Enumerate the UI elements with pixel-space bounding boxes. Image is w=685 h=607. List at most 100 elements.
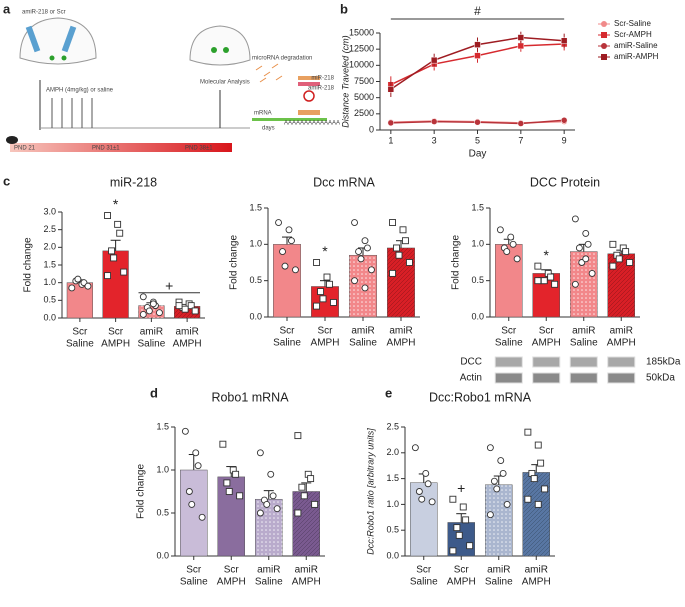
y-tick-label: 1.5 — [43, 259, 56, 269]
x-tick-label: AMPH — [173, 339, 202, 350]
data-point — [609, 262, 617, 270]
data-point — [292, 266, 299, 274]
data-point — [575, 244, 583, 252]
data-point — [395, 251, 403, 259]
chart-title: Robo1 mRNA — [211, 390, 289, 404]
x-tick-label: Saline — [485, 577, 513, 588]
y-tick-label: 1.5 — [471, 202, 484, 212]
data-point — [582, 229, 590, 237]
y-axis-label: Dcc:Robo1 ratio [arbitrary units] — [365, 428, 375, 555]
diagram-text: AMPH (4mg/kg) or saline — [46, 88, 114, 94]
data-point — [139, 293, 147, 301]
data-point — [453, 524, 461, 532]
y-tick-label: 15000 — [349, 27, 374, 37]
y-tick-label: 0.0 — [156, 550, 169, 560]
data-point — [571, 215, 579, 223]
bar — [273, 244, 301, 318]
data-point — [104, 212, 111, 219]
data-point — [534, 441, 542, 449]
bar — [102, 250, 129, 319]
legend-label: Scr-AMPH — [614, 30, 652, 39]
data-point — [430, 118, 438, 125]
chart-title: miR-218 — [110, 175, 157, 189]
blot-band — [494, 372, 523, 384]
x-tick-label: Saline — [66, 339, 94, 350]
data-point — [493, 485, 501, 493]
y-tick-label: 1.0 — [43, 277, 56, 287]
data-point — [588, 269, 596, 277]
y-tick-label: 10000 — [349, 60, 374, 70]
data-point — [560, 117, 568, 124]
data-point — [330, 299, 337, 306]
data-point — [428, 498, 436, 506]
blot-band — [494, 356, 523, 368]
annotation: + — [165, 278, 173, 294]
y-tick-label: 0.0 — [471, 311, 484, 321]
data-point — [114, 220, 122, 228]
data-point — [175, 302, 183, 310]
x-axis-label: Day — [469, 149, 487, 160]
y-tick-label: 12500 — [349, 44, 374, 54]
x-tick-label: Scr — [72, 327, 88, 338]
data-point — [490, 477, 498, 485]
data-point — [104, 272, 111, 280]
data-point — [194, 462, 202, 470]
data-point — [399, 226, 407, 234]
x-tick-label: amiR — [140, 327, 163, 338]
data-point — [411, 444, 419, 452]
x-tick-label: 1 — [388, 135, 393, 145]
y-tick-label: 2.0 — [43, 242, 56, 252]
annotation: * — [113, 196, 119, 212]
y-tick-label: 0 — [369, 124, 374, 134]
y-axis-label: Fold change — [229, 235, 240, 290]
x-tick-label: Saline — [180, 577, 208, 588]
data-point — [459, 503, 467, 511]
x-tick-label: amiR — [610, 326, 633, 337]
y-tick-label: 0.5 — [156, 507, 169, 517]
diagram-text: days — [262, 126, 275, 132]
data-point — [116, 229, 124, 237]
x-tick-label: AMPH — [447, 577, 476, 588]
x-tick-label: amiR — [295, 565, 318, 576]
bar-pattern — [485, 484, 513, 556]
y-tick-label: 0.0 — [386, 550, 399, 560]
data-point — [534, 500, 542, 508]
data-point — [361, 284, 369, 292]
diagram-text: AAAAAAAAAAAAAA — [284, 121, 340, 127]
x-tick-label: AMPH — [522, 577, 551, 588]
chart-title: Dcc mRNA — [313, 175, 375, 189]
data-point — [145, 307, 153, 315]
panel-label: a — [3, 1, 11, 16]
data-point — [393, 244, 400, 252]
data-point — [509, 240, 517, 248]
y-axis-label: Distance Traveled (cm) — [340, 35, 350, 127]
data-point — [387, 119, 395, 127]
blot-band — [532, 356, 561, 368]
annotation: + — [457, 480, 465, 496]
data-point — [513, 255, 521, 263]
blot-band — [607, 372, 636, 384]
data-point — [192, 449, 200, 457]
y-tick-label: 2500 — [354, 108, 374, 118]
data-point — [364, 244, 371, 252]
bar-pattern — [522, 472, 550, 556]
data-point — [368, 266, 375, 274]
data-point — [225, 488, 233, 495]
data-point — [551, 280, 559, 288]
data-point — [110, 254, 118, 262]
data-point — [236, 492, 244, 500]
data-point — [430, 56, 438, 64]
diagram-text: amiR-218 — [308, 86, 335, 92]
data-point — [517, 34, 525, 41]
data-point — [517, 42, 525, 50]
x-tick-label: amiR — [389, 326, 412, 337]
x-tick-label: Scr — [501, 326, 517, 337]
x-tick-label: Scr — [416, 565, 432, 576]
data-point — [424, 480, 432, 488]
x-tick-label: AMPH — [311, 338, 340, 349]
y-tick-label: 7500 — [354, 76, 374, 86]
y-axis-label: Fold change — [23, 237, 34, 292]
y-tick-label: 1.0 — [386, 499, 399, 509]
data-point — [313, 259, 320, 266]
panel-label: c — [3, 173, 10, 188]
